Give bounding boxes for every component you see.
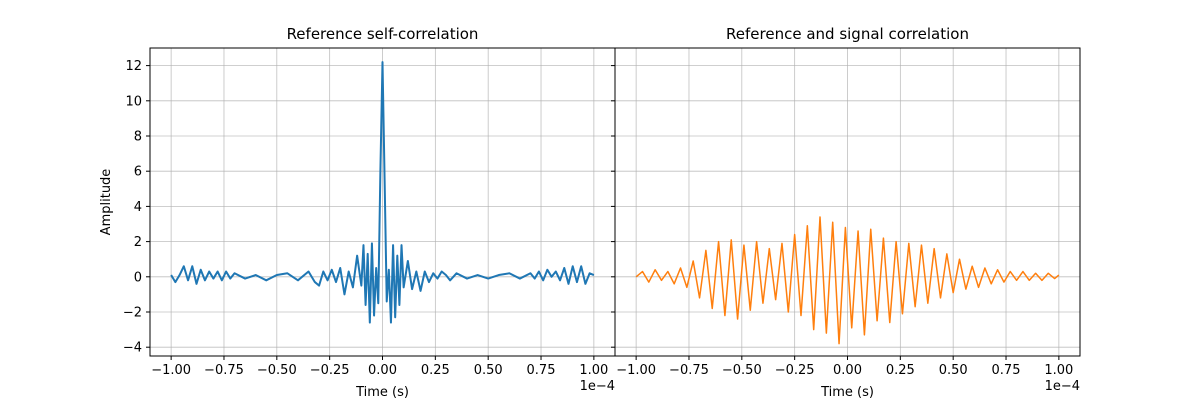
x-tick-label: −0.25 [775,363,815,378]
y-tick-label: −2 [123,306,142,321]
y-tick-label: −4 [123,341,142,356]
panel-signal-correlation: −1.00 −0.75 −0.50 −0.25 0.00 0.25 0.50 0.75 1.00… [611,25,1081,400]
x-tick-label: −0.75 [204,363,244,378]
y-tick-label: 10 [125,94,142,109]
x-tick-label: −1.00 [151,363,191,378]
x-tick-label: −1.00 [616,363,656,378]
y-axis-label-self-correlation: Amplitude [99,169,114,236]
y-tick-label: 8 [134,130,142,145]
x-tick-label: 0.00 [368,363,397,378]
x-offset-label-self-correlation: 1e−4 [580,379,615,394]
x-tick-label: 1.00 [579,363,608,378]
panel-self-correlation: −1.00 −0.75 −0.50 −0.25 0.00 0.25 0.50 0.75 1.00… [99,25,616,400]
x-tick-label: −0.25 [310,363,350,378]
grid-signal-correlation [615,48,1080,356]
x-offset-label-signal-correlation: 1e−4 [1045,379,1080,394]
ticks-signal-correlation: −1.00 −0.75 −0.50 −0.25 0.00 0.25 0.50 0.75 1.00 [611,65,1073,378]
title-signal-correlation: Reference and signal correlation [726,25,969,43]
x-tick-label: 0.00 [833,363,862,378]
x-tick-label: 0.25 [886,363,915,378]
x-axis-label-signal-correlation: Time (s) [820,385,874,400]
x-tick-label: 1.00 [1044,363,1073,378]
x-tick-label: −0.75 [669,363,709,378]
x-tick-label: 0.75 [992,363,1021,378]
x-tick-label: 0.75 [527,363,556,378]
x-tick-label: −0.50 [257,363,297,378]
x-axis-label-self-correlation: Time (s) [355,385,409,400]
series-line-self-correlation [170,61,595,324]
title-self-correlation: Reference self-correlation [287,25,479,43]
x-tick-label: 0.50 [474,363,503,378]
y-tick-label: 4 [134,200,142,215]
y-tick-label: 6 [134,165,142,180]
y-tick-label: 0 [134,270,142,285]
x-tick-label: 0.25 [421,363,450,378]
y-tick-label: 2 [134,235,142,250]
ticks-self-correlation: −1.00 −0.75 −0.50 −0.25 0.00 0.25 0.50 0.75 1.00… [123,59,609,378]
y-tick-label: 12 [125,59,142,74]
x-tick-label: −0.50 [722,363,762,378]
x-tick-label: 0.50 [939,363,968,378]
series-line-signal-correlation [635,216,1060,345]
